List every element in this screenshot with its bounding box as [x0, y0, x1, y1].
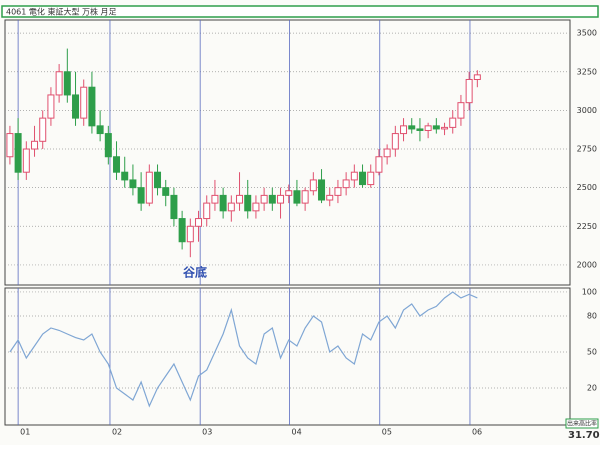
oscillator-pane: [4, 287, 571, 426]
y-tick-label: 50: [587, 347, 597, 356]
header-bar: [1, 5, 599, 18]
candle-body: [326, 194, 334, 201]
candle-body: [211, 194, 219, 204]
candle-body: [473, 74, 481, 80]
candle-body: [342, 179, 350, 189]
candle-body: [268, 194, 276, 204]
candle-body: [424, 125, 432, 131]
footer-value: 31.70: [568, 430, 600, 441]
candle-body: [416, 128, 424, 131]
candle-body: [178, 218, 186, 243]
candle-body: [260, 194, 268, 204]
y-tick-label: 100: [582, 287, 597, 296]
candle-body: [186, 225, 194, 243]
candle-body: [301, 190, 309, 204]
candle-body: [432, 125, 440, 130]
candle-body: [219, 194, 227, 212]
y-tick-label: 2000: [577, 260, 597, 269]
candle-body: [121, 171, 129, 181]
candle-body: [31, 140, 39, 150]
candle-body: [96, 125, 104, 135]
candle-body: [375, 156, 383, 173]
candle-body: [441, 126, 449, 130]
candle-body: [14, 133, 22, 173]
annotation: 谷底: [183, 265, 207, 280]
y-tick-label: 3250: [577, 67, 597, 76]
candle-body: [170, 194, 178, 220]
candle-body: [359, 171, 367, 186]
y-tick-label: 3500: [577, 29, 597, 38]
candle-body: [236, 194, 244, 204]
x-tick-label: 06: [472, 428, 482, 437]
x-tick-label: 05: [382, 428, 392, 437]
candle-body: [350, 171, 358, 181]
candle-body: [277, 194, 285, 204]
candle-body: [6, 133, 14, 158]
candle-body: [400, 125, 408, 135]
y-tick-label: 2250: [577, 222, 597, 231]
candle-body: [154, 171, 162, 189]
candle-body: [145, 171, 153, 204]
candle-body: [203, 202, 211, 220]
candle-body: [408, 125, 416, 130]
candle-body: [162, 187, 170, 196]
x-tick-label: 04: [292, 428, 302, 437]
candle-body: [63, 71, 71, 96]
candle-body: [285, 190, 293, 196]
candle-body: [104, 133, 112, 158]
x-tick-label: 03: [202, 428, 212, 437]
candle-body: [88, 86, 96, 127]
candle-body: [449, 117, 457, 128]
candle-body: [22, 148, 30, 173]
candle-body: [252, 202, 260, 212]
candle-body: [334, 187, 342, 196]
candle-body: [113, 156, 121, 173]
candle-body: [383, 148, 391, 158]
y-tick-label: 80: [587, 311, 597, 320]
candle-body: [318, 179, 326, 201]
candle-body: [80, 86, 88, 119]
x-tick-label: 02: [112, 428, 122, 437]
oscillator-line: [9, 291, 478, 408]
y-tick-label: 3000: [577, 106, 597, 115]
candle-body: [55, 71, 63, 96]
y-tick-label: 2750: [577, 145, 597, 154]
candle-body: [47, 94, 55, 119]
candle-body: [137, 187, 145, 204]
candle-body: [195, 218, 203, 227]
x-tick-label: 01: [20, 428, 30, 437]
y-tick-label: 2500: [577, 183, 597, 192]
y-tick-label: 20: [587, 384, 597, 393]
footer-label: 出来高比率: [567, 420, 597, 428]
candle-body: [227, 202, 235, 212]
footer-box: [565, 418, 599, 429]
candle-body: [244, 194, 252, 212]
header-title: 4061 電化 東証大型 万株 月足: [6, 7, 117, 17]
candle-body: [129, 179, 137, 189]
candle-body: [309, 179, 317, 192]
main-pane: [4, 19, 571, 286]
candle-body: [391, 133, 399, 150]
candle-body: [457, 102, 465, 119]
candle-body: [293, 190, 301, 204]
candle-body: [465, 78, 473, 104]
candle-body: [39, 117, 47, 142]
candle-body: [72, 94, 80, 119]
candle-body: [367, 171, 375, 186]
